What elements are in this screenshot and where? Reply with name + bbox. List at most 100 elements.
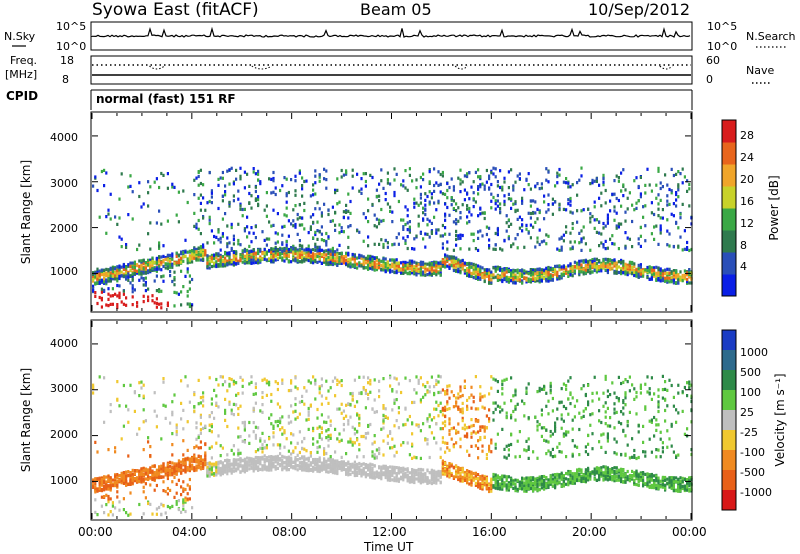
velocity-cell [228,382,231,386]
power-cell [573,240,576,244]
velocity-cell [109,403,112,407]
power-cell [514,237,517,241]
power-cell [149,265,152,269]
power-cell [336,253,339,257]
velocity-cell [199,440,202,444]
power-cell [107,297,110,301]
power-cell [455,209,458,213]
power-cell [400,218,403,222]
velocity-cell [103,480,106,484]
power-cell [468,206,471,211]
power-cell [518,269,521,273]
power-cell [532,277,535,281]
power-cell [380,168,383,172]
power-cell [382,260,385,264]
power-cell [100,169,103,174]
power-cell [503,199,506,203]
velocity-cell [140,467,143,471]
velocity-cell [171,471,174,475]
power-cell [239,207,242,211]
power-cell [331,205,334,209]
power-cell [171,265,174,269]
velocity-cell [186,468,189,472]
power-cell [417,269,420,273]
power-cell [415,186,418,190]
velocity-cell [184,457,187,461]
power-cell [342,210,345,214]
power-cell [375,258,378,263]
power-cell [138,243,141,247]
power-cell [576,209,579,213]
power-cell [554,184,557,188]
power-cell [437,271,440,275]
power-cell [263,208,266,212]
power-cell [122,289,125,293]
power-cell [182,285,185,289]
power-cell [580,270,583,274]
power-cell [166,186,169,190]
power-cell [149,260,152,264]
power-cell [285,194,288,198]
velocity-cell [169,460,172,464]
power-cell [296,212,299,217]
power-cell [406,228,409,232]
power-cell [521,229,524,233]
velocity-cell [153,476,156,480]
power-cell [518,215,521,219]
power-cell [118,276,121,281]
velocity-cell [252,467,255,471]
power-cell [261,230,264,234]
velocity-cell [96,477,99,481]
power-cell [408,173,411,177]
power-cell [199,193,202,197]
power-cell [171,182,174,186]
power-cell [600,261,603,265]
power-cell [468,247,471,251]
velocity-cell [129,482,132,486]
power-cell [529,236,532,240]
power-cell [276,256,279,260]
power-cell [406,235,409,239]
power-cell [230,262,233,266]
velocity-cell [230,448,233,452]
power-cell [358,189,361,193]
velocity-cell [103,511,106,515]
power-cell [507,277,510,282]
power-cell [604,261,607,265]
velocity-cell [142,490,145,494]
velocity-cell [199,467,202,471]
velocity-cell [188,400,191,404]
power-cell [413,201,416,205]
power-cell [197,246,200,250]
velocity-cell [151,477,154,481]
power-cell [202,251,205,255]
power-cell [318,230,321,234]
power-cell [659,231,662,235]
power-cell [681,248,684,252]
power-cell [331,249,334,254]
velocity-cell [144,467,147,471]
power-cell [164,266,167,270]
power-cell [433,262,436,266]
power-cell [389,268,392,272]
power-cell [133,272,136,276]
power-cell [657,193,660,197]
power-cell [364,266,367,270]
power-cell [615,271,618,275]
power-cell [193,256,196,260]
power-cell [411,179,414,183]
power-cell [107,277,110,281]
velocity-cell [239,460,242,464]
velocity-cell [184,463,187,467]
velocity-cell [98,375,101,379]
velocity-cell [180,493,183,497]
power-cell [540,268,543,272]
power-cell [351,174,354,178]
power-cell [457,237,460,241]
power-cell [109,217,112,221]
power-cell [274,245,277,250]
power-cell [609,199,612,203]
power-cell [191,277,194,282]
velocity-cell [221,461,224,465]
power-cell [318,259,321,263]
